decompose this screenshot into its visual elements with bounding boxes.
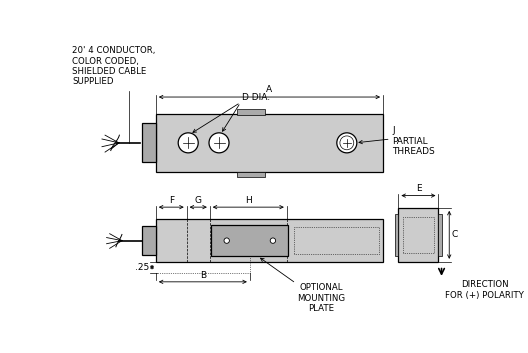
Text: DIRECTION
FOR (+) POLARITY: DIRECTION FOR (+) POLARITY — [446, 280, 524, 300]
Bar — [399, 208, 438, 262]
Text: A: A — [267, 85, 272, 94]
Circle shape — [178, 133, 198, 153]
Text: OPTIONAL
MOUNTING
PLATE: OPTIONAL MOUNTING PLATE — [298, 283, 346, 313]
Circle shape — [270, 238, 276, 243]
Text: B: B — [200, 270, 206, 280]
Bar — [156, 114, 383, 172]
Text: .25: .25 — [136, 263, 150, 272]
Bar — [438, 214, 442, 256]
Bar — [156, 220, 383, 262]
Circle shape — [337, 133, 357, 153]
Text: G: G — [195, 196, 202, 205]
Text: 20' 4 CONDUCTOR,
COLOR CODED,
SHIELDED CABLE
SUPPLIED: 20' 4 CONDUCTOR, COLOR CODED, SHIELDED C… — [72, 46, 155, 86]
Text: J
PARTIAL
THREADS: J PARTIAL THREADS — [392, 126, 435, 156]
Circle shape — [340, 136, 354, 150]
Bar — [142, 123, 156, 162]
Circle shape — [209, 133, 229, 153]
Bar — [142, 226, 156, 255]
Bar — [211, 225, 288, 256]
Text: D DIA.: D DIA. — [242, 92, 270, 102]
Text: C: C — [451, 231, 458, 239]
Bar — [238, 172, 265, 177]
Bar — [403, 217, 434, 252]
Bar — [394, 214, 399, 256]
Text: E: E — [416, 184, 421, 193]
Text: F: F — [169, 196, 174, 205]
Circle shape — [224, 238, 229, 243]
Bar — [238, 109, 265, 115]
Bar — [295, 227, 379, 254]
Text: H: H — [245, 196, 252, 205]
